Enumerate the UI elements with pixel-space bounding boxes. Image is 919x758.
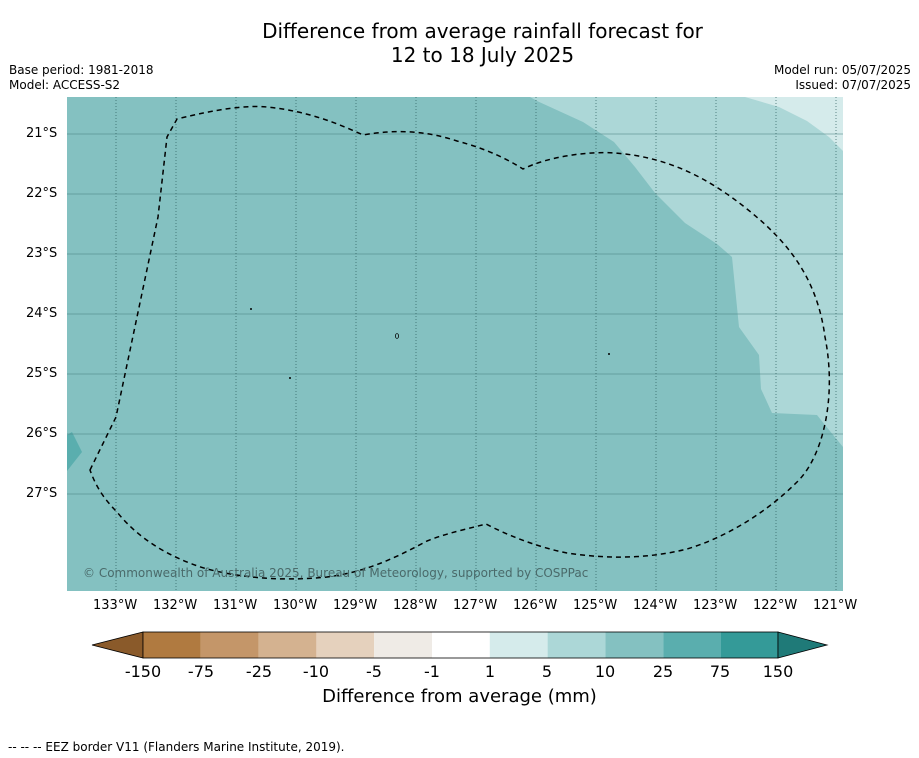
colorbar-label: 5 — [541, 662, 553, 681]
map-band-5-10 — [530, 97, 843, 447]
colorbar-segment — [258, 632, 317, 658]
lon-label: 125°W — [573, 598, 618, 613]
lon-label: 128°W — [393, 598, 438, 613]
colorbar-segments — [143, 632, 778, 658]
model-name: Model: ACCESS-S2 — [9, 78, 121, 92]
lon-label: 132°W — [153, 598, 198, 613]
eez-border — [89, 105, 831, 580]
colorbar-label: -10 — [302, 662, 330, 681]
colorbar-segment — [663, 632, 721, 658]
title-line-2: 12 to 18 July 2025 — [390, 43, 575, 67]
colorbar-segment — [605, 632, 664, 658]
lat-label: 22°S — [26, 186, 58, 201]
colorbar-segment — [200, 632, 259, 658]
colorbar-segment — [721, 632, 778, 658]
colorbar-segment — [316, 632, 375, 658]
base-period: Base period: 1981-2018 — [9, 63, 154, 77]
lon-label: 130°W — [273, 598, 318, 613]
colorbar-label: -5 — [366, 662, 382, 681]
colorbar-label: 1 — [484, 662, 496, 681]
colorbar-label: 10 — [594, 662, 616, 681]
map-band-25-75 — [67, 432, 82, 471]
lon-label: 129°W — [333, 598, 378, 613]
colorbar-segment — [547, 632, 606, 658]
title-line-1: Difference from average rainfall forecas… — [262, 19, 703, 43]
colorbar-label: 150 — [762, 662, 794, 681]
lat-label: 27°S — [26, 486, 58, 501]
colorbar-label: -75 — [187, 662, 215, 681]
lon-label: 122°W — [753, 598, 798, 613]
lat-label: 21°S — [26, 126, 58, 141]
colorbar — [91, 631, 829, 659]
colorbar-segment — [374, 632, 432, 658]
colorbar-over-arrow — [777, 631, 829, 659]
colorbar-title: Difference from average (mm) — [322, 686, 597, 707]
colorbar-label: -150 — [124, 662, 162, 681]
colorbar-under-arrow — [91, 631, 144, 659]
lon-label: 133°W — [93, 598, 138, 613]
colorbar-segment — [143, 632, 201, 658]
lon-label: 131°W — [213, 598, 258, 613]
rainfall-map: © Commonwealth of Australia 2025, Bureau… — [67, 97, 843, 591]
model-run: Model run: 05/07/2025 — [773, 63, 911, 77]
issued-date: Issued: 07/07/2025 — [795, 78, 911, 92]
lon-label: 124°W — [633, 598, 678, 613]
colorbar-label: 75 — [709, 662, 731, 681]
colorbar-label: -25 — [245, 662, 273, 681]
lon-label: 121°W — [813, 598, 858, 613]
colorbar-label: 25 — [652, 662, 674, 681]
islands — [250, 308, 610, 379]
lat-label: 25°S — [26, 366, 58, 381]
lat-grid — [67, 133, 843, 495]
lon-label: 127°W — [453, 598, 498, 613]
map-band-1-5 — [745, 97, 843, 151]
lat-label: 23°S — [26, 246, 58, 261]
lat-label: 24°S — [26, 306, 58, 321]
copyright-notice: © Commonwealth of Australia 2025, Bureau… — [83, 566, 588, 580]
lat-label: 26°S — [26, 426, 58, 441]
lon-label: 126°W — [513, 598, 558, 613]
colorbar-segment — [432, 632, 490, 658]
colorbar-label: -1 — [424, 662, 440, 681]
lon-grid — [115, 97, 837, 591]
colorbar-segment — [489, 632, 548, 658]
lon-label: 123°W — [693, 598, 738, 613]
eez-legend-note: -- -- -- EEZ border V11 (Flanders Marine… — [8, 740, 345, 754]
